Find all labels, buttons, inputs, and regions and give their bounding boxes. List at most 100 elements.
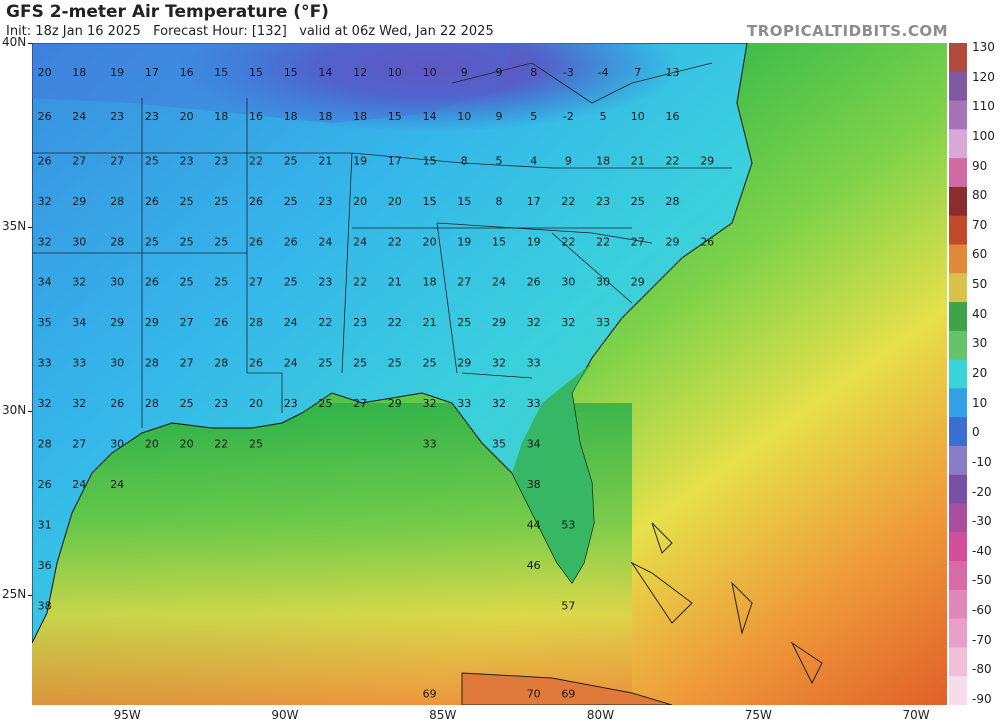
colorbar-segment — [949, 503, 967, 533]
temperature-label: -2 — [563, 110, 574, 123]
temperature-label: 69 — [561, 688, 575, 701]
temperature-label: 53 — [561, 519, 575, 532]
temperature-label: 17 — [388, 154, 402, 167]
temperature-label: 24 — [353, 235, 367, 248]
temperature-label: 23 — [145, 110, 159, 123]
colorbar-segment — [949, 647, 967, 677]
temperature-label: 32 — [561, 316, 575, 329]
temperature-label: 18 — [284, 110, 298, 123]
colorbar-segment — [949, 561, 967, 591]
temperature-label: 29 — [388, 397, 402, 410]
temperature-label: 20 — [249, 397, 263, 410]
temperature-label: 15 — [249, 66, 263, 79]
temperature-label: 20 — [145, 438, 159, 451]
temperature-label: 18 — [318, 110, 332, 123]
latitude-label: 35N — [2, 218, 27, 233]
temperature-label: 25 — [180, 276, 194, 289]
colorbar — [949, 43, 967, 705]
temperature-label: 32 — [72, 397, 86, 410]
temperature-label: 8 — [461, 154, 468, 167]
temperature-label: 22 — [561, 235, 575, 248]
temperature-label: 36 — [38, 559, 52, 572]
temperature-map: 20 18 19 17 16 15 15 15 14 12 10 10 9 9 8 -3 -4 7 13 26 24 23… — [32, 43, 947, 705]
colorbar-segment — [949, 589, 967, 620]
temperature-label: 23 — [596, 195, 610, 208]
temperature-label: 34 — [527, 438, 541, 451]
temperature-label: 5 — [496, 154, 503, 167]
colorbar-label: 130 — [972, 40, 995, 54]
temperature-label: 26 — [249, 357, 263, 370]
temperature-label: 10 — [457, 110, 471, 123]
caribbean-islands — [461, 522, 823, 705]
temperature-label: 30 — [110, 438, 124, 451]
temperature-label: 27 — [180, 357, 194, 370]
temperature-label: 25 — [457, 316, 471, 329]
colorbar-label: -30 — [972, 514, 992, 529]
colorbar-label: 50 — [972, 277, 988, 292]
temperature-label: 26 — [38, 154, 52, 167]
temperature-label: 23 — [180, 154, 194, 167]
temperature-label: 22 — [388, 316, 402, 329]
temperature-label: 33 — [527, 397, 541, 410]
temperature-label: 29 — [666, 235, 680, 248]
temperature-label: 28 — [110, 235, 124, 248]
temperature-label: 23 — [353, 316, 367, 329]
colorbar-label: 120 — [972, 69, 995, 84]
temperature-label: 29 — [492, 316, 506, 329]
temperature-label: 22 — [353, 276, 367, 289]
state-borders — [32, 62, 732, 428]
temperature-label: 26 — [145, 276, 159, 289]
temperature-label: 25 — [145, 235, 159, 248]
temperature-label: 32 — [492, 357, 506, 370]
colorbar-label: -10 — [972, 454, 992, 469]
temperature-label: 35 — [38, 316, 52, 329]
temperature-label: 26 — [249, 235, 263, 248]
temperature-label: 30 — [110, 276, 124, 289]
temperature-label: 31 — [38, 519, 52, 532]
temperature-label: 25 — [423, 357, 437, 370]
temperature-label: 25 — [284, 195, 298, 208]
temperature-label: 25 — [284, 276, 298, 289]
temperature-label: 23 — [110, 110, 124, 123]
temperature-label: 69 — [423, 688, 437, 701]
temperature-label: 24 — [492, 276, 506, 289]
colorbar-label: -40 — [972, 543, 992, 558]
temperature-label: 16 — [666, 110, 680, 123]
temperature-label: 24 — [284, 316, 298, 329]
longitude-label: 75W — [744, 708, 772, 722]
latitude-tick — [28, 594, 32, 596]
temperature-label: 21 — [423, 316, 437, 329]
temperature-label: 25 — [318, 357, 332, 370]
temperature-label: 8 — [496, 195, 503, 208]
colorbar-label: 100 — [972, 128, 995, 143]
temperature-label: 30 — [561, 276, 575, 289]
temperature-label: 24 — [72, 110, 86, 123]
temperature-label: 18 — [72, 66, 86, 79]
temperature-label: 24 — [72, 478, 86, 491]
temperature-label: 32 — [423, 397, 437, 410]
temperature-label: 24 — [284, 357, 298, 370]
colorbar-segment — [949, 43, 967, 73]
colorbar-label: -60 — [972, 603, 992, 618]
temperature-label: 29 — [110, 316, 124, 329]
colorbar-segment — [949, 302, 967, 332]
temperature-label: 25 — [180, 235, 194, 248]
temperature-label: 30 — [110, 357, 124, 370]
temperature-label: 25 — [180, 397, 194, 410]
colorbar-segment — [949, 388, 967, 418]
temperature-label: 32 — [38, 195, 52, 208]
temperature-label: 25 — [249, 438, 263, 451]
temperature-label: 9 — [496, 110, 503, 123]
temperature-label: 28 — [38, 438, 52, 451]
temperature-label: 26 — [284, 235, 298, 248]
temperature-label: 19 — [527, 235, 541, 248]
map-title: GFS 2-meter Air Temperature (°F) — [6, 2, 329, 22]
colorbar-label: 60 — [972, 247, 988, 262]
temperature-label: 27 — [353, 397, 367, 410]
temperature-label: 21 — [318, 154, 332, 167]
colorbar-segment — [949, 445, 967, 476]
temperature-label: 15 — [284, 66, 298, 79]
temperature-label: 25 — [631, 195, 645, 208]
temperature-label: 25 — [214, 195, 228, 208]
temperature-label: 24 — [110, 478, 124, 491]
